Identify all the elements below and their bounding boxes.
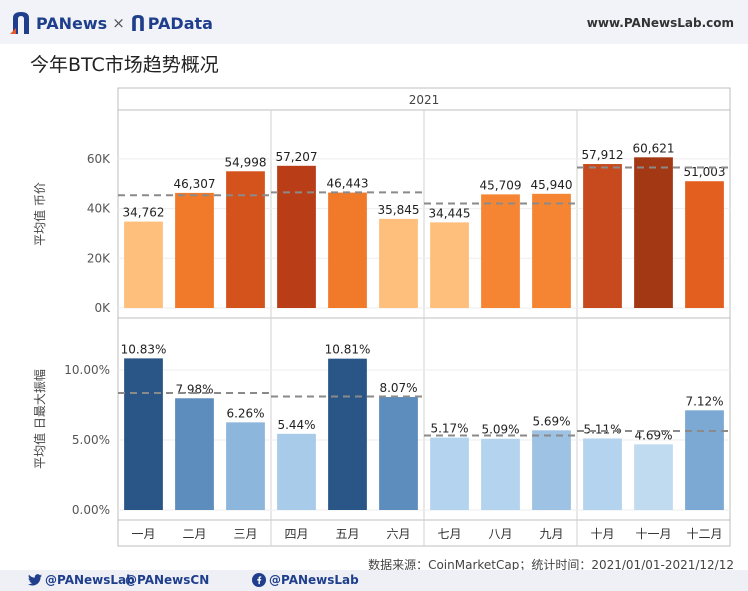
data-label: 34,445 [429,206,471,220]
twitter-icon [28,574,42,586]
y-tick-label: 40K [87,202,111,216]
x-tick-label: 四月 [284,527,308,541]
bar-price-8 [481,194,520,308]
y-axis-label: 平均值 币价 [32,182,47,246]
data-label: 5.09% [481,423,519,437]
bar-price-9 [532,193,571,308]
data-label: 8.07% [379,381,417,395]
padata-logo-icon [131,15,144,31]
bar-amplitude-12 [685,410,724,510]
social-twitter-panewscn[interactable]: @PANewsCN [125,573,209,587]
footer-bar [0,570,748,591]
x-tick-label: 一月 [131,527,155,541]
year-label: 2021 [409,93,440,107]
site-url[interactable]: www.PANewsLab.com [586,16,734,30]
bar-amplitude-2 [175,398,214,510]
data-label: 10.81% [325,343,371,357]
page-title: 今年BTC市场趋势概况 [30,54,219,76]
bar-amplitude-7 [430,437,469,510]
data-label: 51,003 [684,165,726,179]
data-label: 60,621 [633,141,675,155]
x-tick-label: 十二月 [686,527,722,541]
data-label: 7.12% [685,394,723,408]
data-label: 34,762 [123,206,165,220]
bar-amplitude-9 [532,430,571,510]
data-source-note: 数据来源：CoinMarketCap；统计时间：2021/01/01-2021/… [368,558,734,572]
data-label: 6.26% [226,406,264,420]
x-tick-label: 八月 [488,527,512,541]
bar-price-5 [328,192,367,308]
bar-amplitude-4 [277,433,316,510]
data-label: 46,307 [174,177,216,191]
data-label: 57,912 [582,148,624,162]
data-label: 5.11% [583,422,621,436]
social-twitter-panewslab[interactable]: @PANewsLab [28,573,135,587]
x-tick-label: 七月 [437,527,461,541]
data-label: 5.44% [277,418,315,432]
social-facebook-panewslab[interactable]: @PANewsLab [252,573,359,587]
data-label: 5.17% [430,422,468,436]
data-label: 57,207 [276,150,318,164]
bar-amplitude-5 [328,358,367,510]
brand-logo: PANews × PAData [10,8,213,38]
bar-price-7 [430,222,469,308]
bar-amplitude-11 [634,444,673,510]
data-label: 45,709 [480,178,522,192]
x-tick-label: 五月 [335,527,359,541]
panews-logo-icon [10,12,29,34]
facebook-icon [252,573,266,587]
bar-price-1 [124,221,163,308]
bar-price-4 [277,165,316,308]
social-handle: @PANewsLab [45,573,135,587]
bar-price-2 [175,192,214,308]
x-tick-label: 十月 [590,527,614,541]
header-bar: PANews × PAData www.PANewsLab.com [0,0,748,44]
x-tick-label: 十一月 [635,527,671,541]
y-tick-label: 0K [94,301,111,315]
bar-price-10 [583,164,622,308]
bar-amplitude-1 [124,358,163,510]
y-tick-label: 10.00% [64,363,110,377]
data-label: 5.69% [532,414,570,428]
social-handle: @PANewsLab [269,573,359,587]
bar-amplitude-8 [481,438,520,510]
bar-price-11 [634,157,673,308]
y-tick-label: 60K [87,152,111,166]
y-tick-label: 5.00% [72,433,110,447]
x-tick-label: 三月 [233,527,257,541]
bar-amplitude-3 [226,422,265,510]
y-tick-label: 0.00% [72,503,110,517]
bar-price-3 [226,171,265,308]
y-axis-label: 平均值 日最大振幅 [32,369,47,469]
x-tick-label: 六月 [386,527,410,541]
data-label: 46,443 [327,177,369,191]
x-tick-label: 二月 [182,527,206,541]
brand-separator: × [112,14,125,32]
social-handle: @PANewsCN [125,573,210,587]
bar-amplitude-10 [583,438,622,510]
brand-right: PAData [147,13,213,33]
brand-left: PANews [36,13,108,33]
bar-price-12 [685,181,724,308]
y-tick-label: 20K [87,251,111,265]
data-label: 10.83% [121,342,167,356]
bar-price-6 [379,218,418,308]
bar-amplitude-6 [379,397,418,510]
data-label: 7.98% [175,382,213,396]
data-label: 45,940 [531,178,573,192]
x-tick-label: 九月 [539,527,563,541]
data-label: 54,998 [225,155,267,169]
data-label: 35,845 [378,203,420,217]
